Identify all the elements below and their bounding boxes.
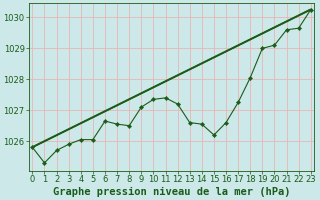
X-axis label: Graphe pression niveau de la mer (hPa): Graphe pression niveau de la mer (hPa) [53,186,290,197]
